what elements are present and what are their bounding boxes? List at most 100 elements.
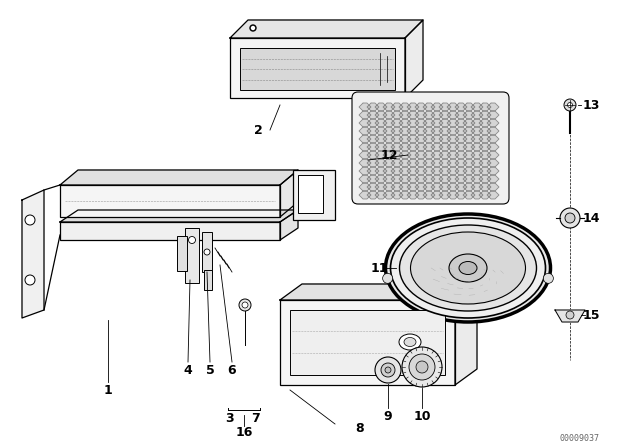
Polygon shape xyxy=(431,175,443,183)
Polygon shape xyxy=(391,151,403,159)
Polygon shape xyxy=(399,175,411,183)
Polygon shape xyxy=(423,143,435,151)
Bar xyxy=(290,310,445,375)
Polygon shape xyxy=(487,119,499,127)
Polygon shape xyxy=(423,103,435,111)
Ellipse shape xyxy=(404,337,416,346)
Polygon shape xyxy=(399,151,411,159)
Polygon shape xyxy=(415,175,427,183)
Polygon shape xyxy=(447,119,459,127)
Circle shape xyxy=(242,302,248,308)
Polygon shape xyxy=(471,127,483,135)
Circle shape xyxy=(560,208,580,228)
Polygon shape xyxy=(399,135,411,143)
Polygon shape xyxy=(447,127,459,135)
Polygon shape xyxy=(375,191,387,199)
Polygon shape xyxy=(391,143,403,151)
Polygon shape xyxy=(415,159,427,167)
Polygon shape xyxy=(391,159,403,167)
Polygon shape xyxy=(487,191,499,199)
Polygon shape xyxy=(487,135,499,143)
Polygon shape xyxy=(359,127,371,135)
Polygon shape xyxy=(447,103,459,111)
Polygon shape xyxy=(280,210,298,240)
Circle shape xyxy=(252,26,255,30)
Polygon shape xyxy=(463,103,475,111)
Polygon shape xyxy=(479,127,491,135)
Polygon shape xyxy=(479,103,491,111)
Polygon shape xyxy=(431,103,443,111)
Polygon shape xyxy=(359,103,371,111)
Bar xyxy=(280,300,455,385)
Polygon shape xyxy=(407,183,419,191)
Polygon shape xyxy=(407,159,419,167)
Polygon shape xyxy=(22,190,44,318)
Polygon shape xyxy=(399,167,411,175)
Polygon shape xyxy=(367,167,379,175)
Polygon shape xyxy=(367,135,379,143)
Circle shape xyxy=(25,275,35,285)
Text: 3: 3 xyxy=(226,412,234,425)
Polygon shape xyxy=(391,167,403,175)
Bar xyxy=(298,175,323,213)
Polygon shape xyxy=(399,119,411,127)
Polygon shape xyxy=(431,159,443,167)
Polygon shape xyxy=(383,111,395,119)
Polygon shape xyxy=(479,191,491,199)
Text: 2: 2 xyxy=(253,124,262,137)
Polygon shape xyxy=(60,210,298,222)
Circle shape xyxy=(409,354,435,380)
Polygon shape xyxy=(439,167,451,175)
Polygon shape xyxy=(359,159,371,167)
Text: 8: 8 xyxy=(356,422,364,435)
Polygon shape xyxy=(479,159,491,167)
Polygon shape xyxy=(463,143,475,151)
Text: 9: 9 xyxy=(384,409,392,422)
Polygon shape xyxy=(439,183,451,191)
Text: 7: 7 xyxy=(251,412,259,425)
Polygon shape xyxy=(375,103,387,111)
Circle shape xyxy=(543,273,554,283)
Ellipse shape xyxy=(390,218,545,318)
Polygon shape xyxy=(391,103,403,111)
Polygon shape xyxy=(375,167,387,175)
Polygon shape xyxy=(471,167,483,175)
Polygon shape xyxy=(391,127,403,135)
Circle shape xyxy=(402,347,442,387)
Polygon shape xyxy=(407,167,419,175)
Polygon shape xyxy=(455,284,477,385)
Polygon shape xyxy=(375,127,387,135)
Polygon shape xyxy=(399,127,411,135)
Polygon shape xyxy=(471,143,483,151)
Bar xyxy=(204,270,212,290)
Polygon shape xyxy=(423,183,435,191)
Polygon shape xyxy=(407,111,419,119)
Polygon shape xyxy=(423,111,435,119)
Polygon shape xyxy=(455,135,467,143)
Polygon shape xyxy=(447,191,459,199)
Circle shape xyxy=(565,213,575,223)
Ellipse shape xyxy=(385,214,550,322)
Polygon shape xyxy=(479,111,491,119)
Polygon shape xyxy=(399,143,411,151)
Polygon shape xyxy=(383,183,395,191)
Polygon shape xyxy=(479,135,491,143)
Polygon shape xyxy=(463,175,475,183)
Polygon shape xyxy=(415,167,427,175)
Polygon shape xyxy=(487,175,499,183)
Polygon shape xyxy=(367,143,379,151)
Polygon shape xyxy=(423,151,435,159)
Bar xyxy=(230,38,405,98)
Circle shape xyxy=(204,249,210,255)
Polygon shape xyxy=(399,103,411,111)
Polygon shape xyxy=(383,119,395,127)
Polygon shape xyxy=(407,127,419,135)
Polygon shape xyxy=(407,175,419,183)
Polygon shape xyxy=(367,183,379,191)
Polygon shape xyxy=(455,183,467,191)
Polygon shape xyxy=(471,151,483,159)
Polygon shape xyxy=(463,119,475,127)
Polygon shape xyxy=(463,167,475,175)
Polygon shape xyxy=(431,135,443,143)
Polygon shape xyxy=(383,167,395,175)
